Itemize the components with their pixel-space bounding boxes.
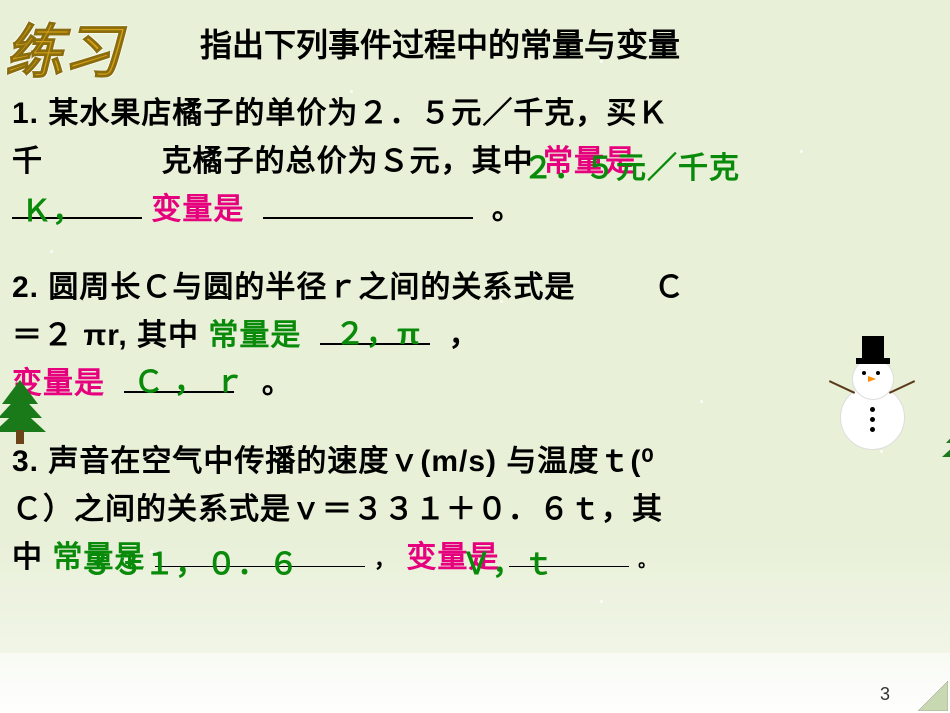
- q2-var-answer: Ｃ ， ｒ: [134, 359, 246, 407]
- q1-text-cont: 千: [12, 145, 43, 178]
- question-3: 3. 声音在空气中传播的速度ｖ(m/s) 与温度ｔ(⁰ Ｃ）之间的关系式是ｖ＝３…: [12, 438, 937, 582]
- q2-const-answer: ２，π: [335, 311, 421, 359]
- q2-blank-1: ２，π: [320, 315, 430, 345]
- q3-period: 。: [638, 551, 657, 571]
- content-area: 1. 某水果店橘子的单价为２．５元／千克，买Ｋ 千 克橘子的总价为Ｓ元，其中 ２…: [12, 90, 937, 582]
- q3-var-label: 变量是Ｖ，ｔ: [406, 541, 499, 574]
- q3-text1: 3. 声音在空气中传播的速度ｖ(m/s) 与温度ｔ(⁰: [12, 445, 654, 478]
- q1-var-answer: Ｋ，: [21, 188, 83, 236]
- q1-text-cont2: 克橘子的总价为Ｓ元，其中: [162, 145, 534, 178]
- q1-blank-2: [263, 189, 473, 219]
- q1-const-answer: ２．５元／千克: [523, 145, 740, 193]
- q1-period: 。: [492, 193, 523, 226]
- page-number: 3: [880, 684, 890, 705]
- q2-text2: ＝２ πr, 其中: [12, 319, 199, 352]
- question-2: 2. 圆周长Ｃ与圆的半径ｒ之间的关系式是 Ｃ ＝２ πr, 其中 常量是 ２，π…: [12, 264, 937, 408]
- q3-var-answer: Ｖ，ｔ: [461, 541, 554, 589]
- q1-var-label: 变量是: [151, 193, 244, 226]
- corner-fold-icon: [918, 681, 948, 711]
- q2-text-c: Ｃ: [654, 271, 685, 304]
- q3-text2b: 中: [12, 541, 43, 574]
- q2-comma: ，: [449, 319, 480, 352]
- q1-text: 1. 某水果店橘子的单价为２．５元／千克，买Ｋ: [12, 97, 668, 130]
- q3-const-answer: ３３１，０．６: [82, 541, 299, 589]
- q3-comma: ，: [374, 547, 397, 572]
- q3-const-label: 常量是３３１，０．６: [52, 541, 145, 574]
- title-art: 练习: [5, 5, 121, 89]
- question-1: 1. 某水果店橘子的单价为２．５元／千克，买Ｋ 千 克橘子的总价为Ｓ元，其中 ２…: [12, 90, 937, 234]
- q2-text: 2. 圆周长Ｃ与圆的半径ｒ之间的关系式是: [12, 271, 575, 304]
- snowman-decoration: [830, 310, 915, 450]
- q2-period: 。: [262, 367, 293, 400]
- q2-const-label: 常量是: [208, 319, 301, 352]
- ground-decoration: [0, 653, 950, 713]
- q2-blank-2: Ｃ ， ｒ: [124, 363, 234, 393]
- instruction-text: 指出下列事件过程中的常量与变量: [200, 20, 680, 66]
- q3-text2: Ｃ）之间的关系式是ｖ＝３３１＋０．６ｔ，其: [12, 493, 663, 526]
